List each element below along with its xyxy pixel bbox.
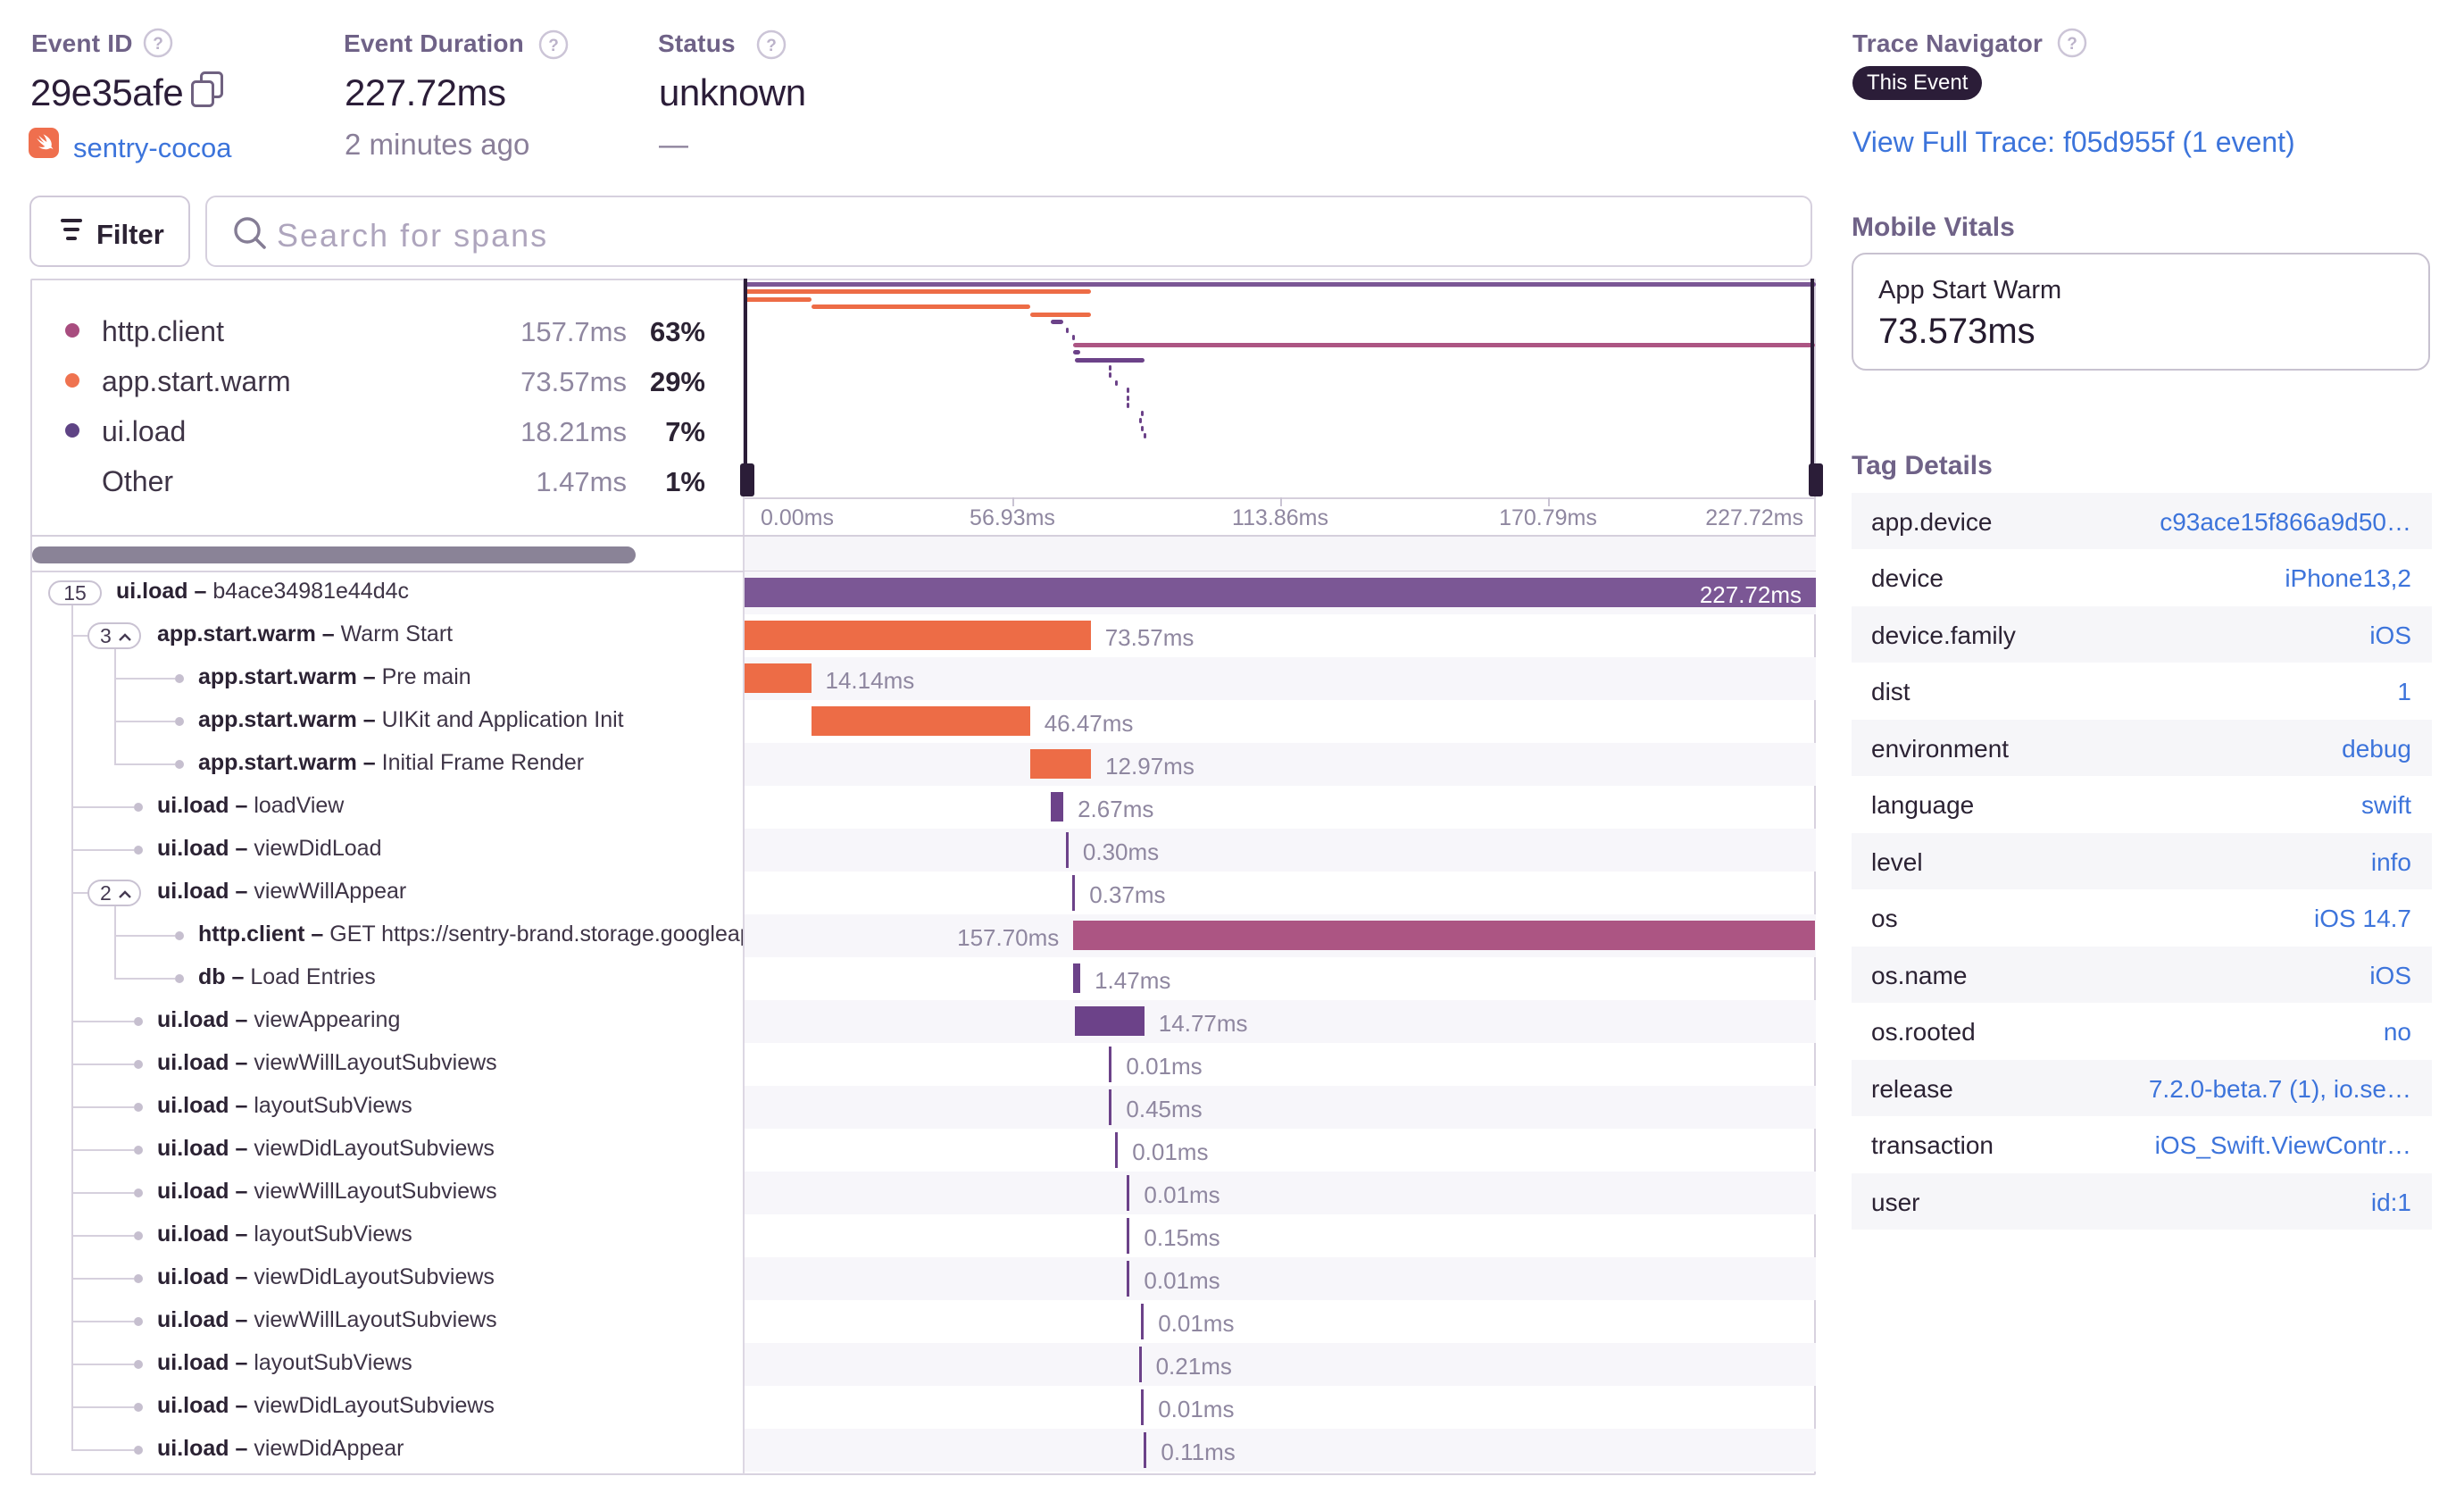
svg-text:?: ?	[2067, 35, 2077, 54]
svg-text:?: ?	[153, 35, 163, 54]
svg-text:?: ?	[548, 37, 559, 55]
svg-text:?: ?	[766, 37, 777, 55]
